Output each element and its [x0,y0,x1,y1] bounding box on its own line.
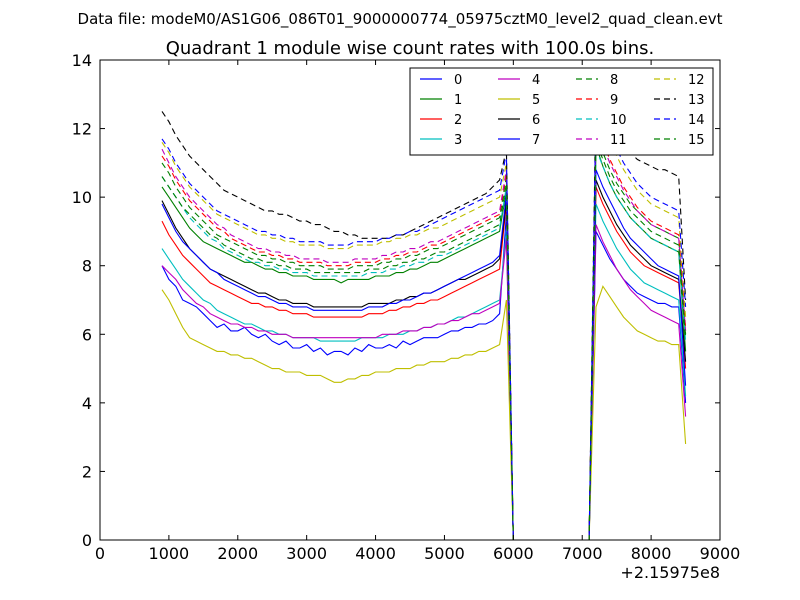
y-tick-label: 4 [82,394,92,413]
legend-label-3: 3 [454,133,462,148]
x-axis-offset-label: +2.15975e8 [620,563,720,582]
series-line-4 [161,224,687,541]
legend-label-0: 0 [454,73,462,88]
y-tick-label: 0 [82,531,92,550]
legend-label-9: 9 [610,93,618,108]
legend-label-1: 1 [454,93,462,108]
y-tick-label: 12 [72,120,92,139]
series-line-0 [161,214,687,541]
plot-border [99,59,721,541]
x-tick-label: 1000 [149,544,190,563]
y-tick-label: 6 [82,325,92,344]
legend-label-5: 5 [532,93,540,108]
legend-label-4: 4 [532,73,540,88]
x-tick-label: 4000 [355,544,396,563]
legend-label-15: 15 [688,133,705,148]
chart-title: Quadrant 1 module wise count rates with … [166,38,655,59]
x-tick-label: 3000 [286,544,327,563]
legend-frame [409,67,714,156]
y-tick-label: 2 [82,462,92,481]
series-line-5 [161,285,687,541]
legend-label-2: 2 [454,113,462,128]
y-tick-label: 8 [82,257,92,276]
legend-label-7: 7 [532,133,540,148]
ticks-layer: 0 1000 2000 3000 4000 5000 6000 7000 8000 9000 0 2 4… [72,51,741,563]
series-line-7 [161,169,687,541]
x-tick-label: 5000 [424,544,465,563]
legend-label-8: 8 [610,73,618,88]
legend-label-14: 14 [688,113,705,128]
legend-label-13: 13 [688,93,705,108]
series-line-13 [161,90,687,541]
figure-suptitle: Data file: modeM0/AS1G06_086T01_90000007… [78,10,723,29]
x-tick-label: 8000 [631,544,672,563]
legend-label-11: 11 [610,133,627,148]
legend-label-12: 12 [688,73,705,88]
legend-label-10: 10 [610,113,627,128]
x-tick-label: 0 [95,544,105,563]
x-tick-label: 9000 [700,544,741,563]
series-line-9 [161,121,687,541]
series-line-10 [161,148,687,541]
x-tick-label: 2000 [217,544,258,563]
series-line-2 [161,186,687,541]
y-tick-label: 14 [72,51,92,70]
x-tick-label: 7000 [562,544,603,563]
legend-label-6: 6 [532,113,540,128]
x-tick-label: 6000 [493,544,534,563]
y-tick-label: 10 [72,188,92,207]
